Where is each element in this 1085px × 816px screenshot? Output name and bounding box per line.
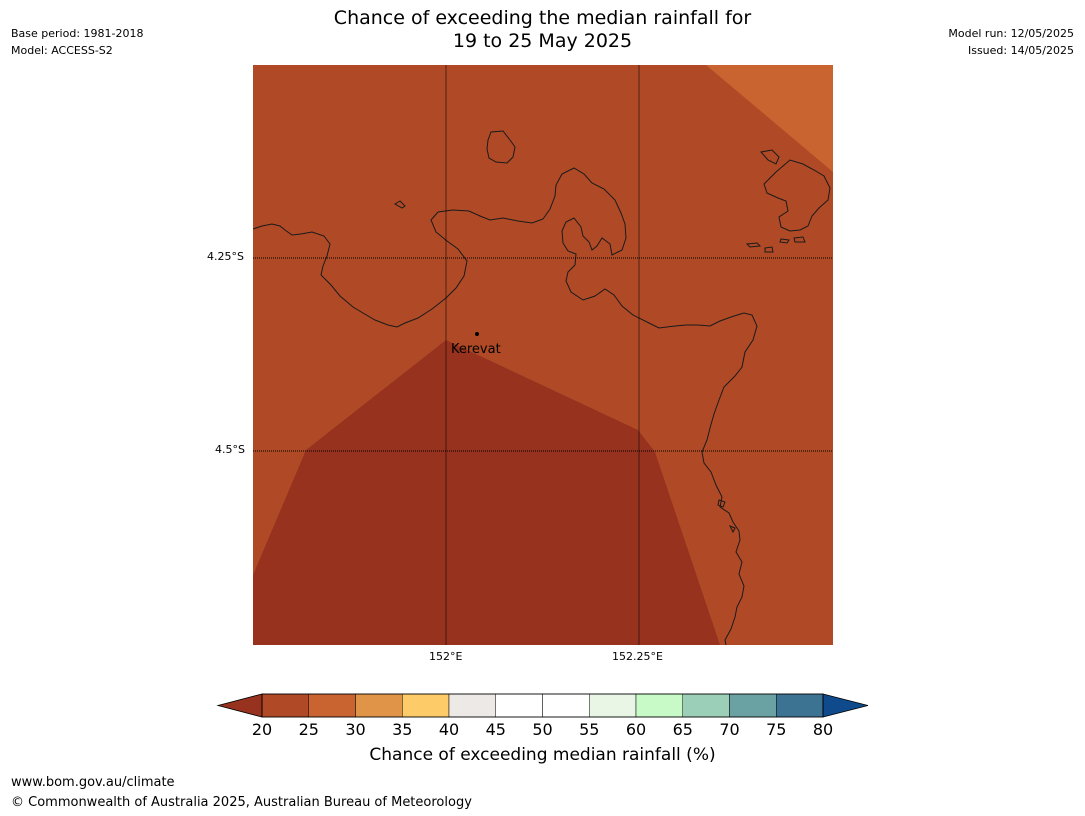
lon-label: 152°E (429, 650, 463, 663)
colorbar-cell (729, 693, 777, 718)
meta-left: Base period: 1981-2018 Model: ACCESS-S2 (11, 25, 143, 59)
colorbar-label: Chance of exceeding median rainfall (%) (369, 745, 716, 765)
colorbar-tick-label: 70 (719, 720, 740, 739)
lat-label: 4.25°S (207, 250, 244, 263)
colorbar-tick-label: 50 (532, 720, 553, 739)
base-period: Base period: 1981-2018 (11, 27, 144, 40)
colorbar-cell (355, 693, 403, 718)
colorbar-cell (495, 693, 543, 718)
colorbar-cell (589, 693, 637, 718)
colorbar-cell (308, 693, 356, 718)
colorbar-frame (261, 693, 824, 718)
footer-copyright: © Commonwealth of Australia 2025, Austra… (11, 795, 472, 810)
title-line-2: 19 to 25 May 2025 (452, 30, 633, 52)
lat-label: 4.5°S (215, 443, 245, 456)
region-25-30 (706, 65, 833, 172)
colorbar-tick-label: 30 (345, 720, 366, 739)
model-name: Model: ACCESS-S2 (11, 44, 113, 57)
issued-date: Issued: 14/05/2025 (967, 44, 1074, 57)
colorbar-cell (776, 693, 824, 718)
model-run: Model run: 12/05/2025 (948, 27, 1074, 40)
map-title: Chance of exceeding the median rainfall … (0, 7, 1085, 53)
colorbar-tick-label: 25 (298, 720, 319, 739)
colorbar-cell (635, 693, 683, 718)
colorbar-cell (542, 693, 590, 718)
coastline (253, 130, 831, 645)
colorbar-tick-label: 20 (251, 720, 273, 739)
graticule (253, 65, 833, 645)
colorbar-tick-label: 75 (766, 720, 787, 739)
region-below-20 (253, 340, 720, 645)
colorbar-over-arrow (822, 693, 869, 718)
map (253, 65, 833, 645)
colorbar-cell (682, 693, 730, 718)
colorbar-tick-label: 40 (438, 720, 460, 739)
colorbar-under-arrow (216, 693, 263, 718)
lon-label: 152.25°E (612, 650, 663, 663)
colorbar-tick-label: 80 (812, 720, 834, 739)
title-line-1: Chance of exceeding the median rainfall … (333, 7, 752, 29)
colorbar-cell (261, 693, 309, 718)
town-marker (475, 332, 479, 336)
meta-right: Model run: 12/05/2025 Issued: 14/05/2025 (948, 25, 1074, 59)
colorbar-tick-label: 65 (672, 720, 693, 739)
colorbar-tick-label: 35 (392, 720, 413, 739)
colorbar-tick-label: 55 (579, 720, 600, 739)
footer-url: www.bom.gov.au/climate (11, 775, 175, 790)
colorbar-tick-label: 45 (485, 720, 506, 739)
colorbar-cell (448, 693, 496, 718)
town-label: Kerevat (451, 342, 501, 357)
colorbar-tick-label: 60 (625, 720, 647, 739)
colorbar-cell (402, 693, 450, 718)
